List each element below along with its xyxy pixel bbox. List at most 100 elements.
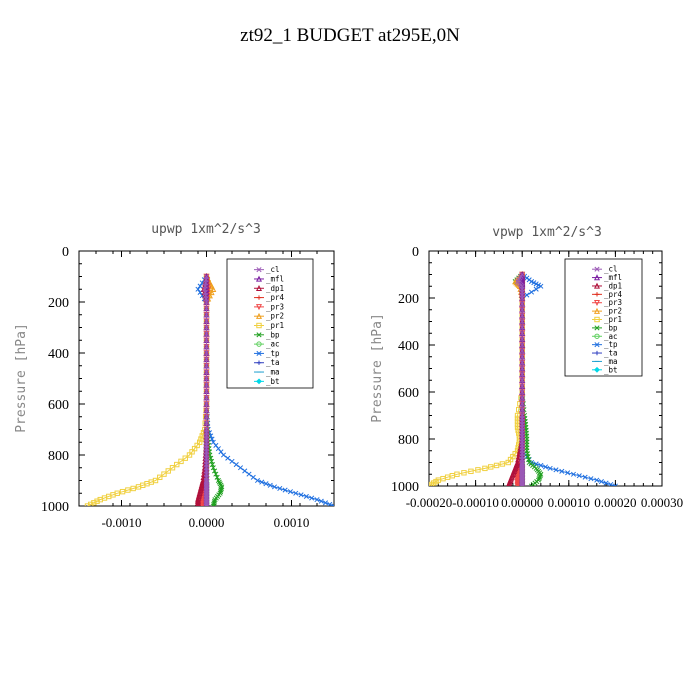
data-point_tp	[259, 479, 265, 485]
data-point_pr3	[199, 503, 206, 506]
data-point_cl	[519, 395, 525, 401]
data-point_tp	[565, 470, 571, 476]
x-tick-label: 0.00030	[641, 495, 683, 510]
data-point_bp	[528, 483, 535, 486]
legend-marker_tp	[594, 342, 600, 348]
data-point_pr1	[475, 467, 481, 473]
legend-marker_cl	[256, 267, 262, 273]
data-point_tp	[246, 471, 252, 477]
legend-marker_tp	[256, 350, 262, 356]
data-point_pr1	[87, 501, 94, 506]
legend-marker_bp	[594, 325, 600, 331]
data-point_cl	[203, 395, 210, 401]
x-tick-label: 0.0000	[189, 515, 225, 530]
data-point_cl	[203, 407, 210, 413]
chart-panel-2: vpwp 1xm^2/s^3 Pressure [hPa] 0 200 400 600 80…	[370, 225, 683, 510]
y-tick-label: 0	[412, 245, 419, 260]
data-point_tp	[327, 501, 333, 506]
data-point_tp	[267, 482, 273, 488]
data-point_pr2	[208, 289, 215, 296]
data-point_pr3	[514, 478, 521, 485]
data-point_tp	[608, 481, 614, 486]
data-point_bp	[214, 474, 220, 480]
data-point_bp	[213, 471, 219, 477]
data-point_pr3	[514, 475, 521, 482]
data-point_tp	[197, 283, 203, 289]
legend-label_ma: _ma	[604, 357, 618, 366]
data-point_cl	[519, 383, 525, 389]
data-point_cl	[519, 295, 525, 301]
data-point_cl	[519, 354, 525, 360]
data-point_cl	[203, 420, 210, 426]
data-point_tp	[298, 492, 304, 498]
data-point_tp	[331, 503, 334, 506]
legend: _cl_mfl_dp1_pr4_pr3_pr2_pr1_bp_ac_tp_ta_…	[564, 258, 643, 377]
data-point_pr1	[157, 474, 163, 481]
data-point_cl	[203, 375, 210, 382]
data-point_pr1	[514, 424, 521, 430]
data-point_pr3	[514, 474, 521, 481]
data-point_bp	[212, 468, 218, 474]
y-tick-label: 400	[48, 347, 69, 362]
data-point_pr3	[199, 498, 206, 505]
legend-label_cl: _cl	[604, 265, 618, 274]
data-point_tp	[576, 473, 582, 479]
data-point_tp	[309, 495, 315, 501]
legend-label_cl: _cl	[266, 265, 280, 274]
data-point_pr1	[119, 488, 126, 495]
data-point_tp	[314, 497, 320, 503]
legend-marker_dp1	[593, 282, 601, 289]
x-tick-label: -0.00010	[452, 495, 499, 510]
data-point_tp	[225, 455, 231, 461]
x-tick-label: -0.0010	[101, 515, 141, 530]
y-tick-label: 1000	[41, 500, 69, 515]
legend-marker_bt	[594, 366, 600, 373]
data-point_tp	[598, 479, 604, 485]
data-point_pr1	[198, 436, 204, 442]
data-point_pr1	[468, 468, 474, 475]
legend: _cl_mfl_dp1_pr4_pr3_pr2_pr1_bp_ac_tp_ta_…	[226, 258, 314, 389]
data-point_pr3	[514, 471, 521, 478]
data-point_dp1	[194, 499, 202, 506]
legend-label_pr2: _pr2	[604, 307, 622, 316]
data-point_cl	[519, 342, 525, 348]
series-line_pr1	[429, 274, 523, 486]
data-point_cl	[519, 407, 525, 413]
data-point_tp	[524, 292, 530, 298]
data-point_cl	[203, 312, 210, 318]
legend-label_pr1: _pr1	[266, 321, 284, 330]
data-point_cl	[203, 356, 210, 362]
chart-title: upwp 1xm^2/s^3	[151, 222, 261, 237]
data-point_pr3	[514, 481, 521, 486]
data-point_bp	[538, 471, 544, 477]
data-point_bp	[211, 501, 217, 506]
data-point_cl	[519, 324, 525, 330]
legend-marker_ac	[594, 333, 600, 339]
legend-marker_pr4	[256, 295, 262, 300]
data-point_cl	[519, 330, 525, 336]
data-point_bp	[210, 503, 216, 506]
chart-title: vpwp 1xm^2/s^3	[492, 225, 602, 240]
data-point_pr1	[514, 418, 521, 425]
data-point_tp	[229, 458, 235, 464]
data-point_cl	[203, 503, 210, 506]
legend-label_ma: _ma	[266, 368, 280, 377]
data-point_pr1	[91, 500, 97, 506]
legend-label_pr4: _pr4	[266, 293, 285, 302]
data-point_cl	[519, 318, 525, 325]
data-point_cl	[203, 344, 210, 350]
data-point_tp	[588, 476, 594, 482]
data-point_cl	[203, 324, 210, 331]
legend-marker_pr2	[593, 307, 601, 314]
legend-marker_ac	[256, 341, 262, 347]
y-axis-label: Pressure [hPa]	[370, 313, 385, 423]
legend-label_pr3: _pr3	[266, 302, 284, 311]
data-point_pr1	[505, 459, 511, 466]
data-point_cl	[203, 414, 210, 420]
y-tick-label: 0	[62, 245, 69, 260]
data-point_pr2	[210, 285, 217, 292]
y-axis-label: Pressure [hPa]	[14, 323, 29, 433]
data-point_cl	[203, 388, 210, 394]
data-point_pr3	[199, 501, 206, 506]
